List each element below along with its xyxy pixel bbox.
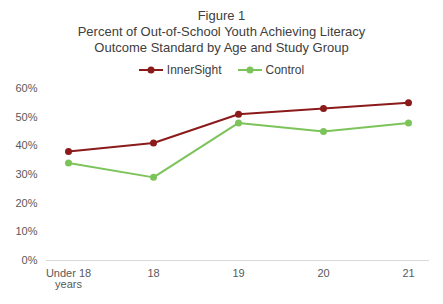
svg-text:20: 20 [317,267,329,279]
svg-text:60%: 60% [15,82,37,94]
svg-text:21: 21 [402,267,414,279]
html-text:Control: Control [265,63,305,77]
html-text:InnerSight: InnerSight [166,63,222,77]
svg-text:30%: 30% [15,168,37,180]
svg-text:40%: 40% [15,139,37,151]
svg-text:19: 19 [232,267,244,279]
svg-text:18: 18 [147,267,159,279]
svg-text:Under 18years: Under 18years [46,267,91,290]
svg-text:50%: 50% [15,111,37,123]
html-text:Figure 1: Figure 1 [197,8,246,23]
svg-text:20%: 20% [15,197,37,209]
svg-text:10%: 10% [15,225,37,237]
svg-text:0%: 0% [22,254,38,266]
html-text:Percent of Out-of-School Youth: Percent of Out-of-School Youth Achieving… [77,24,366,55]
